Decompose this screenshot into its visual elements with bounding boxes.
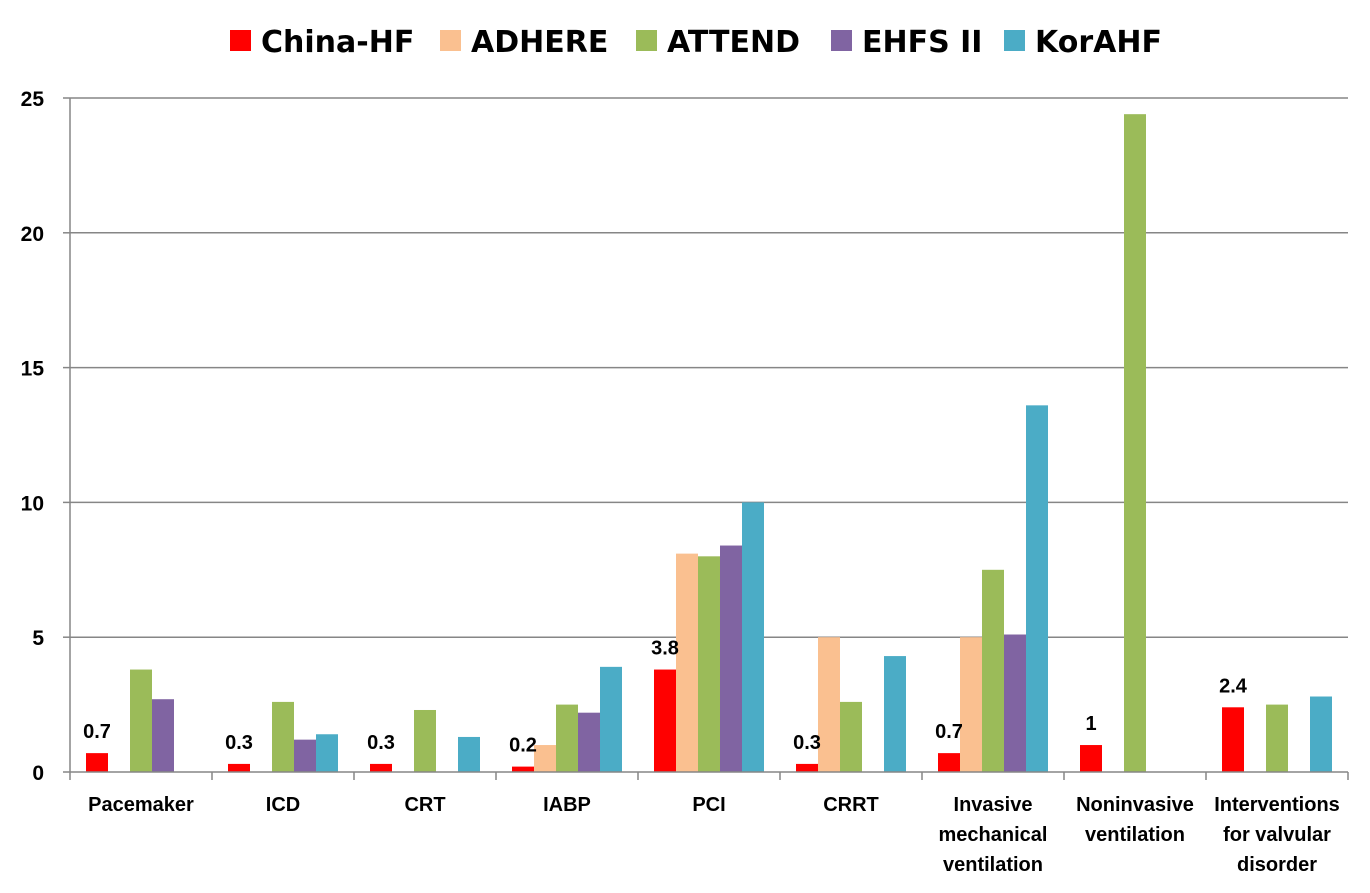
- bar-korahf-pci: [742, 502, 764, 772]
- bar-china-hf-interventions-for-valvular-disorder: [1222, 707, 1244, 772]
- bar-ehfs-ii-icd: [294, 739, 316, 772]
- data-label-crt: 0.3: [367, 732, 395, 754]
- y-axis-ticks: 0 5 10 15 20 25: [21, 88, 70, 785]
- bar-korahf-interventions-for-valvular-disorder: [1310, 696, 1332, 772]
- y-tick-label-5: 5: [32, 627, 44, 650]
- bar-china-hf-crrt: [796, 763, 818, 772]
- x-category-label-pacemaker: Pacemaker: [88, 794, 194, 816]
- data-label-invasive-mechanical-ventilation: 0.7: [935, 721, 963, 743]
- bar-ehfs-ii-pci: [720, 545, 742, 772]
- bar-attend-iabp: [556, 704, 578, 772]
- legend-label-adhere: ADHERE: [471, 25, 608, 60]
- bar-korahf-icd: [316, 734, 338, 772]
- bar-attend-invasive-mechanical-ventilation: [982, 569, 1004, 772]
- bars: [86, 114, 1332, 772]
- x-category-label-invasive-mechanical-ventilation: Invasive mechanical ventilation: [939, 794, 1048, 876]
- bar-ehfs-ii-iabp: [578, 712, 600, 772]
- x-category-label-icd: ICD: [266, 794, 300, 816]
- x-category-label-noninvasive-ventilation: Noninvasive ventilation: [1076, 794, 1194, 846]
- legend-swatch-attend: [636, 30, 657, 51]
- bar-ehfs-ii-invasive-mechanical-ventilation: [1004, 634, 1026, 772]
- bar-china-hf-crt: [370, 763, 392, 772]
- x-category-label-crt: CRT: [404, 794, 445, 816]
- bar-korahf-crrt: [884, 656, 906, 772]
- legend-swatch-china-hf: [230, 30, 251, 51]
- x-category-label-interventions-for-valvular-disorder: Interventions for valvular disorder: [1214, 794, 1340, 876]
- bar-attend-icd: [272, 701, 294, 772]
- bar-attend-pacemaker: [130, 669, 152, 772]
- data-label-iabp: 0.2: [509, 735, 537, 757]
- bar-china-hf-invasive-mechanical-ventilation: [938, 753, 960, 772]
- legend-label-attend: ATTEND: [667, 25, 800, 60]
- data-labels: 0.7 0.3 0.3 0.2 3.8 0.3 0.7 1 2.4: [83, 638, 1248, 757]
- data-label-pacemaker: 0.7: [83, 721, 111, 743]
- legend-label-korahf: KorAHF: [1035, 25, 1162, 60]
- bar-attend-interventions-for-valvular-disorder: [1266, 704, 1288, 772]
- bar-attend-crt: [414, 709, 436, 772]
- bar-china-hf-pacemaker: [86, 753, 108, 772]
- data-label-noninvasive-ventilation: 1: [1085, 713, 1096, 735]
- bar-adhere-invasive-mechanical-ventilation: [960, 637, 982, 772]
- x-category-label-crrt: CRRT: [823, 794, 879, 816]
- y-tick-label-15: 15: [21, 358, 45, 381]
- x-category-label-iabp: IABP: [543, 794, 591, 816]
- bar-attend-pci: [698, 556, 720, 772]
- bar-ehfs-ii-pacemaker: [152, 699, 174, 772]
- legend-swatch-ehfs-ii: [831, 30, 852, 51]
- bar-adhere-pci: [676, 553, 698, 772]
- x-axis-category-labels: Pacemaker ICD CRT IABP PCI CRRT Invasive mechan…: [88, 794, 1340, 876]
- y-tick-label-0: 0: [32, 762, 44, 785]
- bar-china-hf-noninvasive-ventilation: [1080, 745, 1102, 772]
- data-label-icd: 0.3: [225, 732, 253, 754]
- bar-china-hf-iabp: [512, 766, 534, 772]
- bar-attend-noninvasive-ventilation: [1124, 114, 1146, 772]
- bar-adhere-crrt: [818, 637, 840, 772]
- legend-label-china-hf: China-HF: [261, 25, 414, 60]
- legend: China-HF ADHERE ATTEND EHFS II KorAHF: [230, 25, 1162, 60]
- data-label-crrt: 0.3: [793, 732, 821, 754]
- bar-attend-crrt: [840, 701, 862, 772]
- legend-swatch-adhere: [440, 30, 461, 51]
- legend-swatch-korahf: [1004, 30, 1025, 51]
- y-tick-label-25: 25: [21, 88, 45, 111]
- data-label-pci: 3.8: [651, 638, 679, 660]
- legend-label-ehfs-ii: EHFS II: [862, 25, 982, 60]
- y-tick-label-20: 20: [21, 223, 44, 246]
- bar-korahf-crt: [458, 736, 480, 772]
- bar-adhere-iabp: [534, 745, 556, 772]
- x-category-label-pci: PCI: [692, 794, 725, 816]
- bar-korahf-iabp: [600, 666, 622, 772]
- bar-china-hf-pci: [654, 669, 676, 772]
- y-tick-label-10: 10: [21, 492, 44, 515]
- bar-china-hf-icd: [228, 763, 250, 772]
- bar-korahf-invasive-mechanical-ventilation: [1026, 405, 1048, 772]
- axes: [69, 98, 1349, 780]
- data-label-interventions-for-valvular-disorder: 2.4: [1219, 675, 1248, 697]
